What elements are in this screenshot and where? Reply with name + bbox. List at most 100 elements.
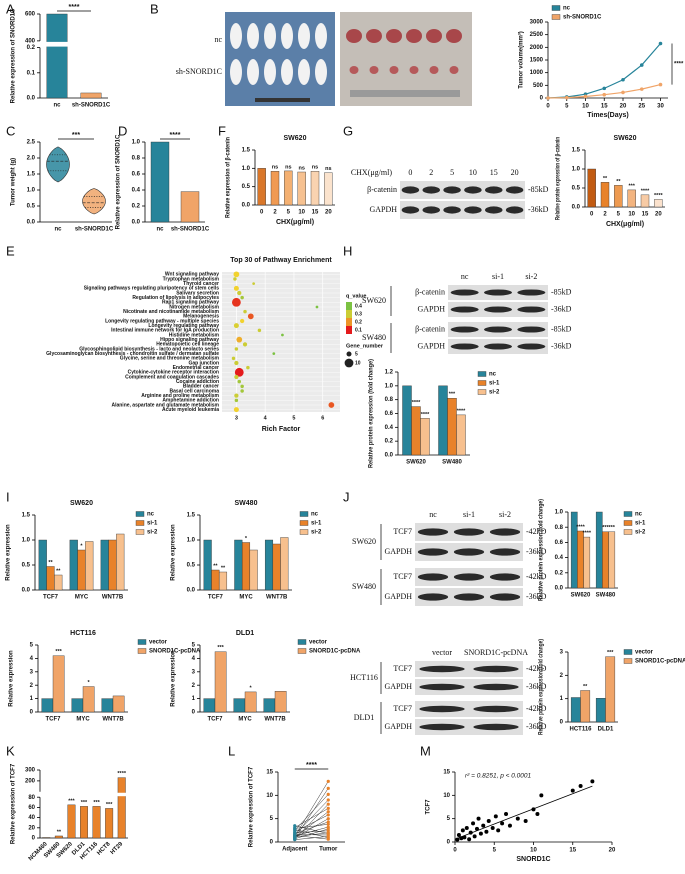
significance-label: *** (68, 798, 75, 804)
legend-swatch (551, 5, 561, 11)
legend-label: SNORD1C-pcDNA (635, 659, 685, 665)
x-tick-label: sh-SNORD1C (171, 227, 210, 233)
lane-label: 0 (408, 168, 412, 177)
panel-label: L (228, 743, 235, 758)
band (419, 665, 465, 673)
x-tick-label: 15 (312, 210, 319, 216)
cell-line-label: SW480 (352, 582, 376, 591)
y-tick-label: 0.2 (385, 439, 394, 445)
y-tick-label: 0.1 (27, 70, 36, 76)
panel-label: G (343, 123, 353, 138)
band (484, 289, 512, 296)
fit-line (454, 785, 593, 840)
bar (241, 542, 251, 591)
x-tick-label: 5 (292, 415, 295, 421)
band (473, 683, 519, 691)
point (326, 837, 330, 841)
cell-line-label: SW620 (362, 296, 386, 305)
bar (602, 531, 609, 589)
band (505, 186, 524, 194)
y-tick-label: 0.0 (572, 205, 581, 211)
point (500, 821, 505, 826)
y-axis-label: Tumor weight (g) (11, 158, 17, 206)
legend-swatch (297, 639, 307, 645)
significance-label: *** (602, 525, 609, 531)
x-tick-label: MYC (76, 717, 90, 723)
significance-label: **** (306, 762, 317, 769)
point (490, 826, 495, 830)
chart-title: SW480 (235, 500, 258, 507)
band (485, 206, 503, 214)
row-label: Wnt signaling pathway (165, 272, 219, 278)
x-axis-label: Times(Days) (587, 112, 629, 119)
significance-label: ns (272, 165, 278, 171)
x-tick-label: 0 (453, 848, 457, 854)
band (464, 186, 482, 194)
band (417, 548, 449, 556)
y-axis-label: Relative expression (171, 524, 177, 581)
y-tick-label: 1500 (530, 58, 544, 64)
point (484, 829, 489, 834)
y-tick-label: 0 (270, 840, 274, 846)
bar (438, 385, 448, 456)
legend-label: si-2 (311, 530, 322, 536)
row-label: β-catenin (415, 287, 445, 296)
band (484, 306, 512, 313)
y-tick-label: 0 (32, 836, 36, 842)
band (484, 343, 512, 350)
point (523, 819, 528, 823)
x-tick-label: 10 (582, 104, 589, 110)
y-tick-label: 1.5 (572, 148, 581, 154)
y-tick-label: 15 (443, 770, 450, 776)
y-tick-label: 2 (560, 673, 564, 679)
axis-break (36, 41, 108, 47)
y-axis-label: Relative expression of β-catenin (226, 137, 232, 218)
point (326, 817, 330, 821)
y-tick-label: 0.0 (132, 220, 141, 226)
y-tick-label: 0 (540, 96, 544, 102)
point (539, 793, 544, 798)
bar (67, 804, 76, 839)
band (417, 593, 449, 601)
lane-label: 10 (469, 168, 477, 177)
bubble (234, 398, 239, 403)
point (570, 788, 575, 793)
point (293, 833, 297, 838)
row-label: GAPDH (417, 341, 445, 350)
legend-swatch (477, 371, 487, 377)
row-label: TCF7 (393, 527, 412, 536)
bar (284, 170, 293, 206)
bubble (237, 290, 242, 296)
y-tick-label: 0 (447, 840, 451, 846)
y-tick-label: 2500 (530, 32, 544, 38)
y-tick-label: 0.5 (27, 204, 36, 210)
row-label: GAPDH (384, 722, 412, 731)
tumor (446, 29, 462, 43)
significance-label: *** (609, 525, 616, 531)
y-tick-label: 1.0 (385, 383, 394, 389)
bubble (237, 379, 242, 384)
row-label: Acute myeloid leukemia (162, 407, 219, 413)
point (639, 87, 644, 91)
significance-label: **** (641, 188, 650, 194)
x-tick-label: Adjacent (282, 847, 307, 853)
row-label: TCF7 (393, 664, 412, 673)
significance-label: * (80, 543, 83, 549)
bubble (328, 402, 335, 408)
color-bar (346, 310, 352, 318)
x-tick-label: HCT116 (569, 727, 592, 733)
band (517, 289, 546, 296)
y-axis-label: Relative protein expression of β-catenin (556, 137, 562, 220)
bar (587, 168, 596, 208)
row-label: Gap junction (188, 360, 219, 366)
y-tick-label: 15 (266, 770, 273, 776)
mouse (281, 59, 293, 85)
point (515, 816, 520, 821)
band (419, 705, 465, 713)
x-axis-label: Rich Factor (262, 426, 301, 433)
legend-label: sh-SNORD1C (563, 15, 602, 21)
significance-label: ** (57, 829, 62, 835)
mouse (264, 23, 276, 49)
lane-label: vector (432, 648, 452, 657)
